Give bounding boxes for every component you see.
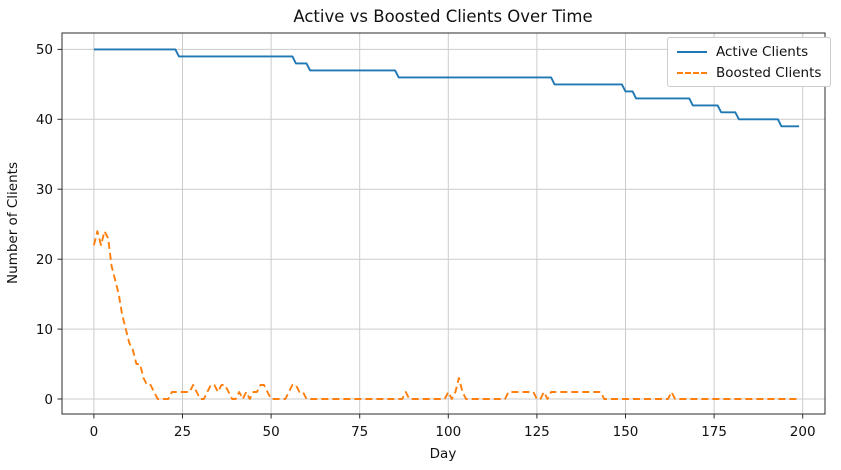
chart-title: Active vs Boosted Clients Over Time: [293, 7, 592, 26]
y-tick-label: 30: [36, 182, 53, 198]
boosted-clients-line-icon: [677, 71, 707, 74]
grid: [62, 33, 825, 414]
y-tick-label: 0: [44, 392, 53, 408]
boosted-clients-line: [92, 230, 800, 400]
legend-label-active-clients: Active Clients: [716, 43, 809, 60]
x-tick-label: 175: [701, 424, 727, 440]
plot-border: [61, 32, 826, 415]
x-tick-label: 100: [435, 424, 461, 440]
y-axis-label: Number of Clients: [5, 162, 21, 284]
legend-item-boosted-clients: Boosted Clients: [677, 64, 821, 81]
y-tick-label: 10: [36, 322, 53, 338]
active-clients-line: [93, 48, 800, 128]
legend: Active Clients Boosted Clients: [667, 37, 832, 87]
x-tick-label: 75: [351, 424, 368, 440]
y-tick-label: 40: [36, 112, 53, 128]
active-clients-line-icon: [677, 50, 707, 53]
x-tick-label: 125: [524, 424, 550, 440]
x-axis-label: Day: [430, 446, 457, 462]
y-tick-label: 50: [36, 42, 53, 58]
axes: [57, 32, 826, 419]
y-tick-label: 20: [36, 252, 53, 268]
legend-item-active-clients: Active Clients: [677, 43, 821, 60]
x-tick-label: 25: [174, 424, 191, 440]
series-lines: [92, 48, 800, 400]
tick-labels: 0 25 50 75 100 125 150 175 200 0 10 20 30 40 50: [36, 42, 816, 440]
x-tick-label: 200: [790, 424, 816, 440]
x-tick-label: 0: [90, 424, 99, 440]
x-tick-label: 150: [613, 424, 639, 440]
legend-label-boosted-clients: Boosted Clients: [716, 64, 822, 81]
x-tick-label: 50: [263, 424, 280, 440]
